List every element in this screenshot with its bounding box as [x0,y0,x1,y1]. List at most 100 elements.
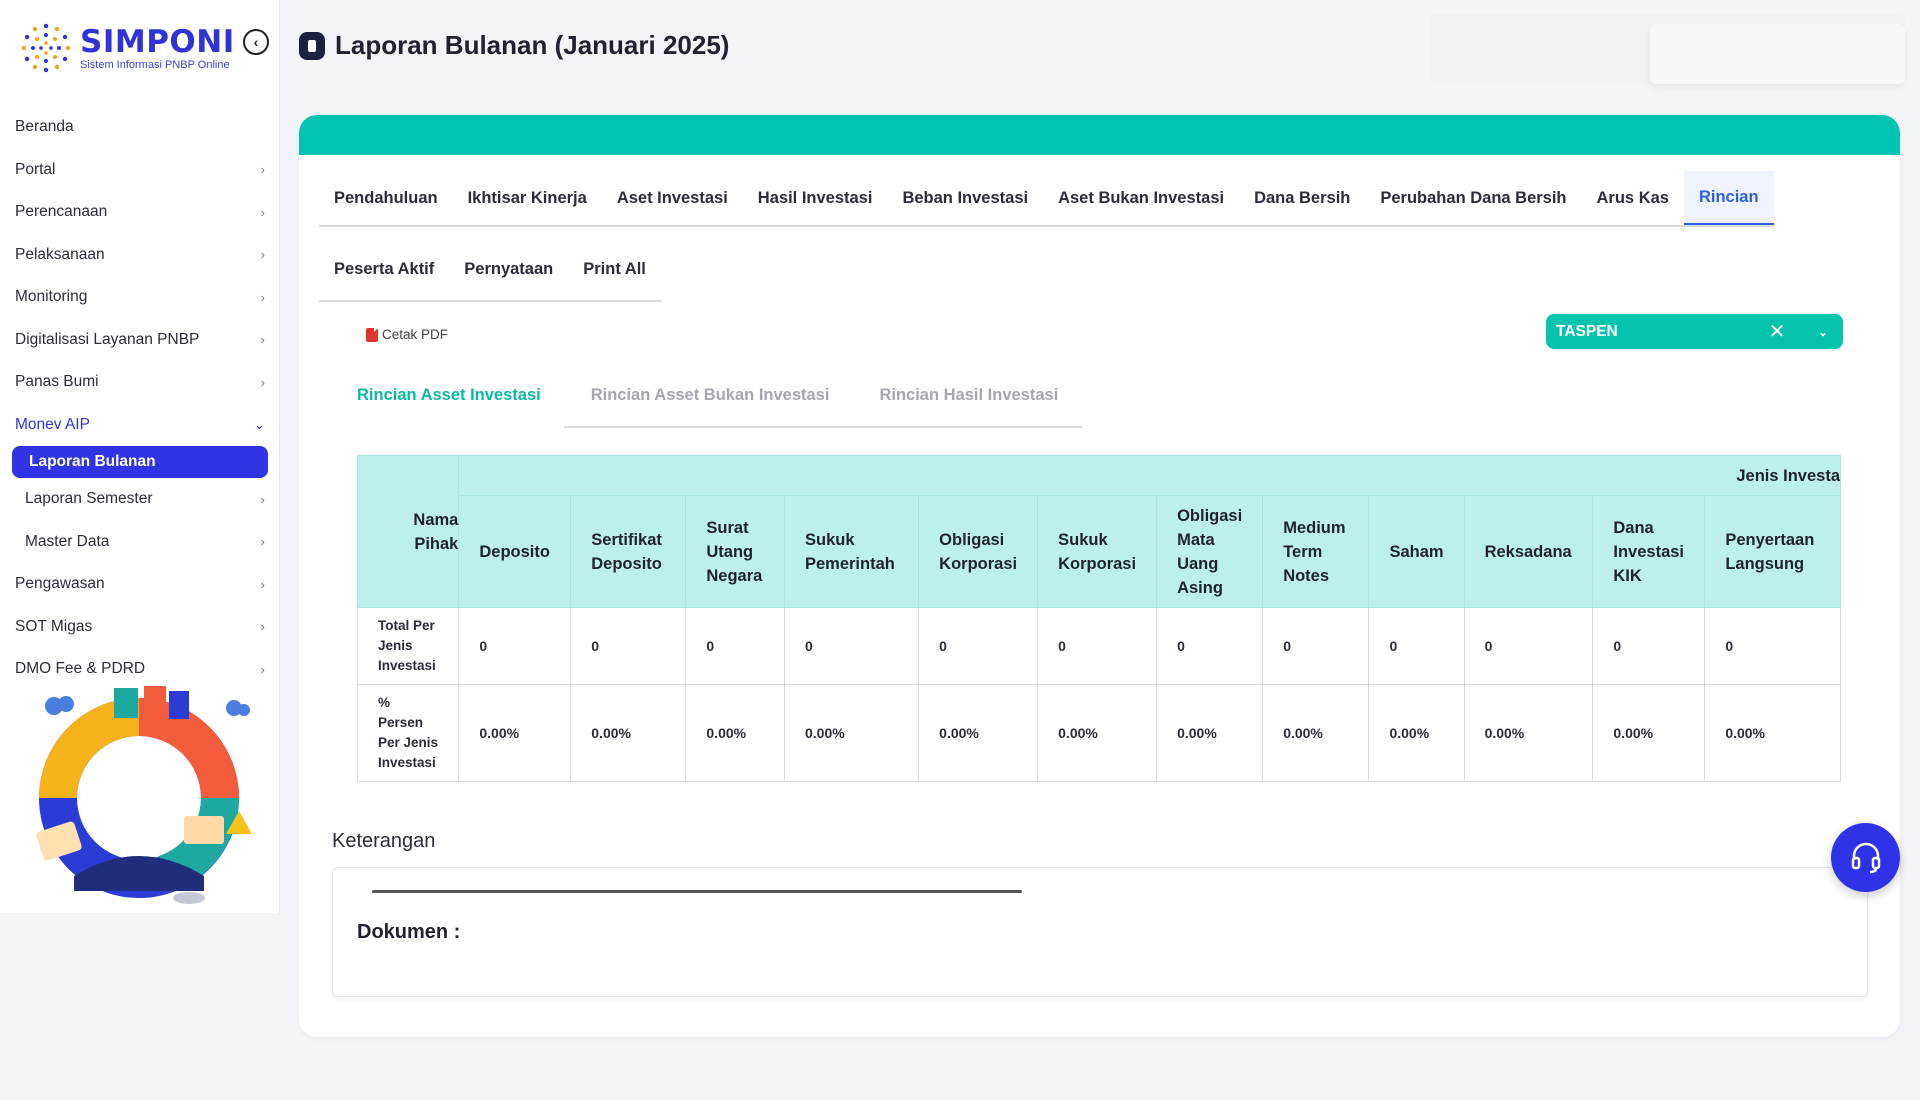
chevron-right-icon: › [260,332,265,348]
table-cell: 0.00% [1592,684,1706,782]
sidebar-item-label: Laporan Semester [25,490,153,508]
table-row: % Persen Per Jenis Investasi 0.00% 0.00%… [357,684,1841,782]
pdf-icon [366,327,378,342]
tab-perubahan-dana-bersih[interactable]: Perubahan Dana Bersih [1380,188,1567,207]
headset-icon [1851,842,1880,873]
sidebar-item-laporan-semester[interactable]: Laporan Semester › [0,478,280,521]
cetak-pdf-button[interactable]: Cetak PDF [366,327,448,342]
sidebar-item-label: Monev AIP [15,415,90,433]
tab-print-all[interactable]: Print All [583,260,646,278]
table-cell: 0.00% [1368,684,1465,782]
sidebar-item-label: SOT Migas [15,617,93,635]
table-cell: 0.00% [1156,684,1264,782]
chevron-down-icon[interactable]: ⌄ [1817,324,1829,339]
table-row-label: Total Per Jenis Investasi [357,607,460,685]
table-row-label: % Persen Per Jenis Investasi [357,684,460,782]
chevron-right-icon: › [260,534,265,550]
logo[interactable]: SIMPONI Sistem Informasi PNBP Online [16,18,235,78]
sidebar-menu: Beranda Portal › Perencanaan › Pelaksanaan… [0,106,280,691]
tab-arus-kas[interactable]: Arus Kas [1596,188,1669,207]
table-header: Deposito [458,495,572,608]
tab-aset-bukan-investasi[interactable]: Aset Bukan Investasi [1058,188,1225,207]
sidebar-item-pelaksanaan[interactable]: Pelaksanaan › [0,234,280,277]
sidebar-item-label: Digitalisasi Layanan PNBP [15,330,200,348]
chevron-right-icon: › [260,576,265,592]
sidebar-item-panas-bumi[interactable]: Panas Bumi › [0,361,280,404]
table-header: Medium Term Notes [1262,495,1370,608]
table-cell: 0 [458,607,572,685]
sidebar-item-label: Laporan Bulanan [29,453,156,470]
table-horizontal-scrollbar[interactable] [372,890,1022,893]
sidebar-item-monev-aip[interactable]: Monev AIP ⌄ [0,404,280,447]
sidebar-item-beranda[interactable]: Beranda [0,106,280,149]
table-header: Reksadana [1463,495,1594,608]
table-cell: 0.00% [570,684,687,782]
table-cell: 0 [1037,607,1158,685]
table-header: Obligasi Korporasi [918,495,1039,608]
tab-rincian[interactable]: Rincian [1683,171,1774,225]
sidebar-item-label: Pengawasan [15,575,105,593]
chevron-right-icon: › [260,204,265,220]
logo-icon [16,18,76,78]
chevron-right-icon: › [260,374,265,390]
tab-dana-bersih[interactable]: Dana Bersih [1254,188,1351,207]
logo-title: SIMPONI [80,23,235,60]
pihak-select-value: TASPEN [1556,322,1618,340]
sidebar-item-sot-migas[interactable]: SOT Migas › [0,606,280,649]
tab-ikhtisar-kinerja[interactable]: Ikhtisar Kinerja [467,188,587,207]
table-cell: 0 [685,607,785,685]
sidebar-item-dmo-fee[interactable]: DMO Fee & PDRD › [0,648,280,691]
tab-peserta-aktif[interactable]: Peserta Aktif [334,260,435,278]
sidebar-item-label: Monitoring [15,288,88,306]
page-title-text: Laporan Bulanan (Januari 2025) [335,30,730,60]
logo-subtitle: Sistem Informasi PNBP Online [80,58,230,71]
tab-hasil-investasi[interactable]: Hasil Investasi [757,188,873,207]
sidebar-item-portal[interactable]: Portal › [0,149,280,192]
table-header: Saham [1368,495,1465,608]
table-cell: 0 [1704,607,1841,685]
header-user-card-inner[interactable] [1650,24,1905,84]
rincian-table-wrap[interactable]: Nama Pihak Jenis Investa Deposito Sertif… [357,455,1841,782]
table-cell: 0.00% [918,684,1039,782]
sidebar-item-pengawasan[interactable]: Pengawasan › [0,563,280,606]
rincian-table: Nama Pihak Jenis Investa Deposito Sertif… [357,455,1841,782]
sidebar-item-label: Pelaksanaan [15,245,105,263]
sidebar-item-master-data[interactable]: Master Data › [0,521,280,564]
table-header: Obligasi Mata Uang Asing [1156,495,1264,608]
sidebar-item-monitoring[interactable]: Monitoring › [0,276,280,319]
tab-beban-investasi[interactable]: Beban Investasi [902,188,1029,207]
table-cell: 0.00% [1037,684,1158,782]
tab-pernyataan[interactable]: Pernyataan [464,260,554,278]
tab-pendahuluan[interactable]: Pendahuluan [334,188,438,207]
pihak-select[interactable]: TASPEN ✕ ⌄ [1546,314,1843,349]
table-header: Sukuk Pemerintah [783,495,920,608]
sidebar-item-perencanaan[interactable]: Perencanaan › [0,191,280,234]
tab-aset-investasi[interactable]: Aset Investasi [616,188,728,207]
sidebar-item-laporan-bulanan[interactable]: Laporan Bulanan [12,446,268,478]
sidebar-item-digitalisasi[interactable]: Digitalisasi Layanan PNBP › [0,319,280,362]
table-cell: 0 [918,607,1039,685]
keterangan-label: Keterangan [332,830,436,852]
tabs-row-2: Peserta Aktif Pernyataan Print All [319,239,661,302]
main-card-band [299,115,1900,155]
subtab-rincian-asset-investasi[interactable]: Rincian Asset Investasi [357,385,541,404]
keterangan-box: Dokumen : [332,867,1868,997]
chevron-right-icon: › [260,491,265,507]
table-header: Sertifikat Deposito [570,495,687,608]
table-cell: 0 [783,607,920,685]
table-cell: 0.00% [1262,684,1370,782]
chevron-right-icon: › [260,247,265,263]
collapse-icon[interactable]: ‹ [243,29,269,55]
subtab-rincian-hasil-investasi[interactable]: Rincian Hasil Investasi [879,385,1059,404]
table-group-header: Jenis Investa [458,455,1841,496]
sidebar-item-label: Master Data [25,532,110,550]
close-icon[interactable]: ✕ [1768,321,1786,343]
sidebar: SIMPONI Sistem Informasi PNBP Online ‹ B… [0,0,280,913]
table-cell: 0 [570,607,687,685]
chevron-right-icon: › [260,661,265,677]
tabs-row-1: Pendahuluan Ikhtisar Kinerja Aset Invest… [319,171,1774,227]
support-button[interactable] [1831,823,1900,892]
document-icon [299,31,325,60]
table-cell: 0.00% [458,684,572,782]
subtab-rincian-asset-bukan-investasi[interactable]: Rincian Asset Bukan Investasi [590,385,830,404]
